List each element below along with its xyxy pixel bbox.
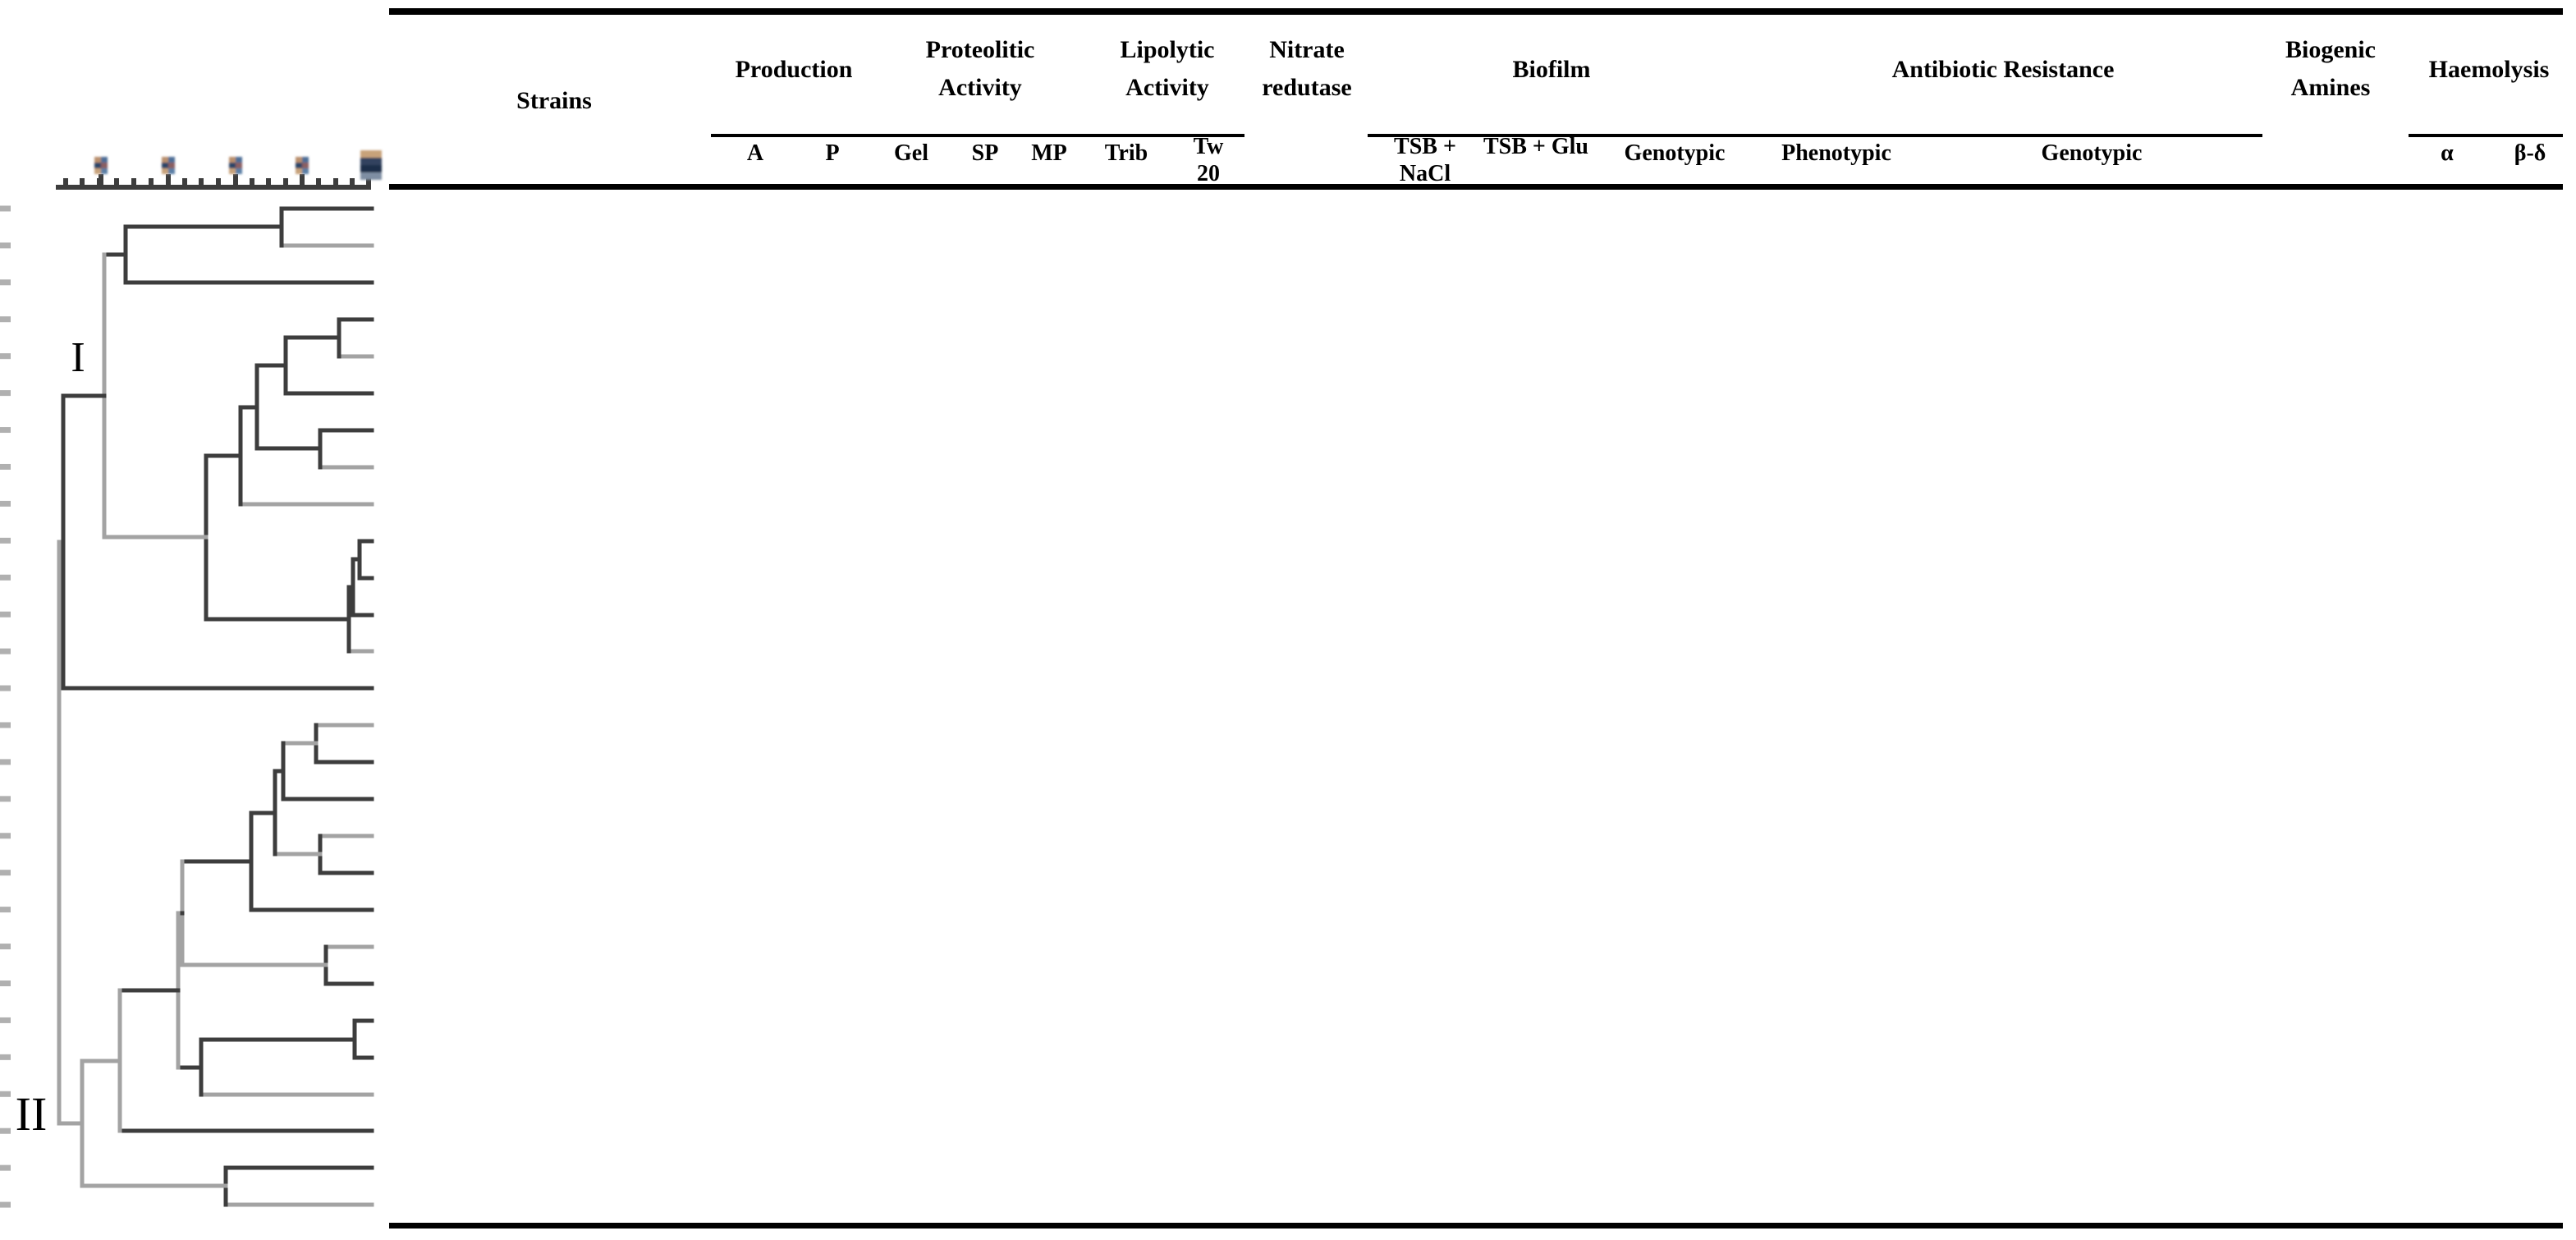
edge-mark — [0, 353, 11, 360]
edge-mark — [0, 1164, 11, 1171]
header-biofilm: Biofilm — [1512, 56, 1591, 83]
ruler-minor-tick — [63, 178, 68, 185]
edge-mark — [0, 427, 11, 434]
edge-mark — [0, 1201, 11, 1208]
ruler-minor-tick — [350, 178, 355, 185]
ruler-minor-tick — [131, 178, 136, 185]
subheader-p: P — [825, 140, 840, 166]
edge-mark — [0, 907, 11, 913]
edge-mark — [0, 980, 11, 986]
subheader-beta-delta: β-δ — [2514, 140, 2546, 166]
header-antibiotic: Antibiotic Resistance — [1891, 56, 2115, 83]
subheader-genotypic-biofilm: Genotypic — [1624, 140, 1726, 166]
edge-mark — [0, 944, 11, 950]
ruler-minor-tick — [199, 178, 204, 185]
ruler-tick-label-blurred — [162, 157, 175, 174]
subheader-phenotypic: Phenotypic — [1781, 140, 1891, 166]
header-haemolysis: Haemolysis — [2428, 56, 2550, 83]
ruler-minor-tick — [250, 178, 254, 185]
edge-mark — [0, 759, 11, 765]
ruler-minor-tick — [316, 178, 321, 185]
subheader-genotypic-ar: Genotypic — [2041, 140, 2143, 166]
subheader-mp: MP — [1031, 140, 1067, 166]
ruler-minor-tick — [80, 178, 85, 185]
subheader-rule-haemolysis — [2409, 134, 2563, 137]
ruler-minor-tick — [266, 178, 271, 185]
subheader-a: A — [746, 140, 764, 166]
ruler-tick-label-blurred — [229, 157, 242, 174]
ruler-major-tick — [166, 174, 171, 185]
ruler-major-tick — [300, 174, 305, 185]
edge-mark — [0, 796, 11, 802]
ruler-end-label-blurred — [360, 150, 382, 180]
cluster-label-II: II — [16, 1087, 48, 1141]
edge-mark — [0, 500, 11, 507]
edge-mark — [0, 279, 11, 286]
edge-mark — [0, 685, 11, 691]
subheader-tsb-nacl: TSB + NaCl — [1394, 134, 1456, 186]
header-lipolytic: Lipolytic Activity — [1120, 36, 1215, 101]
edge-mark — [0, 611, 11, 618]
subheader-gel: Gel — [894, 140, 928, 166]
edge-mark — [0, 722, 11, 728]
edge-mark — [0, 870, 11, 876]
edge-mark — [0, 537, 11, 544]
subheader-tsb-glu: TSB + Glu — [1483, 134, 1588, 159]
table-top-rule — [389, 8, 2563, 15]
edge-mark — [0, 833, 11, 839]
edge-mark — [0, 648, 11, 654]
table-header-rule — [389, 184, 2563, 190]
subheader-alpha: α — [2441, 140, 2454, 166]
edge-mark — [0, 390, 11, 397]
ruler-major-tick — [233, 174, 238, 185]
ruler-tick-label-blurred — [94, 157, 108, 174]
subheader-trib: Trib — [1104, 140, 1148, 166]
ruler-minor-tick — [333, 178, 338, 185]
edge-mark — [0, 242, 11, 249]
edge-mark — [0, 1054, 11, 1060]
ruler-major-tick — [99, 174, 103, 185]
subheader-sp: SP — [971, 140, 999, 166]
subheader-rule-activity — [711, 134, 1244, 137]
header-proteolitic: Proteolitic Activity — [925, 36, 1035, 101]
ruler-tick-label-blurred — [296, 157, 309, 174]
subheader-tw20: Tw 20 — [1193, 134, 1224, 186]
table-bottom-rule — [389, 1223, 2563, 1229]
header-strains: Strains — [516, 87, 592, 114]
ruler-minor-tick — [114, 178, 119, 185]
cluster-label-I: I — [71, 334, 85, 381]
header-production: Production — [735, 56, 853, 83]
edge-mark — [0, 574, 11, 581]
ruler-minor-tick — [283, 178, 288, 185]
edge-mark — [0, 205, 11, 212]
header-biogenic: Biogenic Amines — [2285, 36, 2376, 101]
edge-mark — [0, 1091, 11, 1097]
ruler-minor-tick — [216, 178, 221, 185]
header-nitrate: Nitrate redutase — [1262, 36, 1352, 101]
edge-mark — [0, 463, 11, 470]
edge-mark — [0, 1017, 11, 1023]
edge-mark — [0, 1127, 11, 1134]
edge-mark — [0, 316, 11, 323]
subheader-rule-biofilm-ar — [1368, 134, 2262, 137]
ruler-minor-tick — [149, 178, 154, 185]
ruler-minor-tick — [182, 178, 187, 185]
